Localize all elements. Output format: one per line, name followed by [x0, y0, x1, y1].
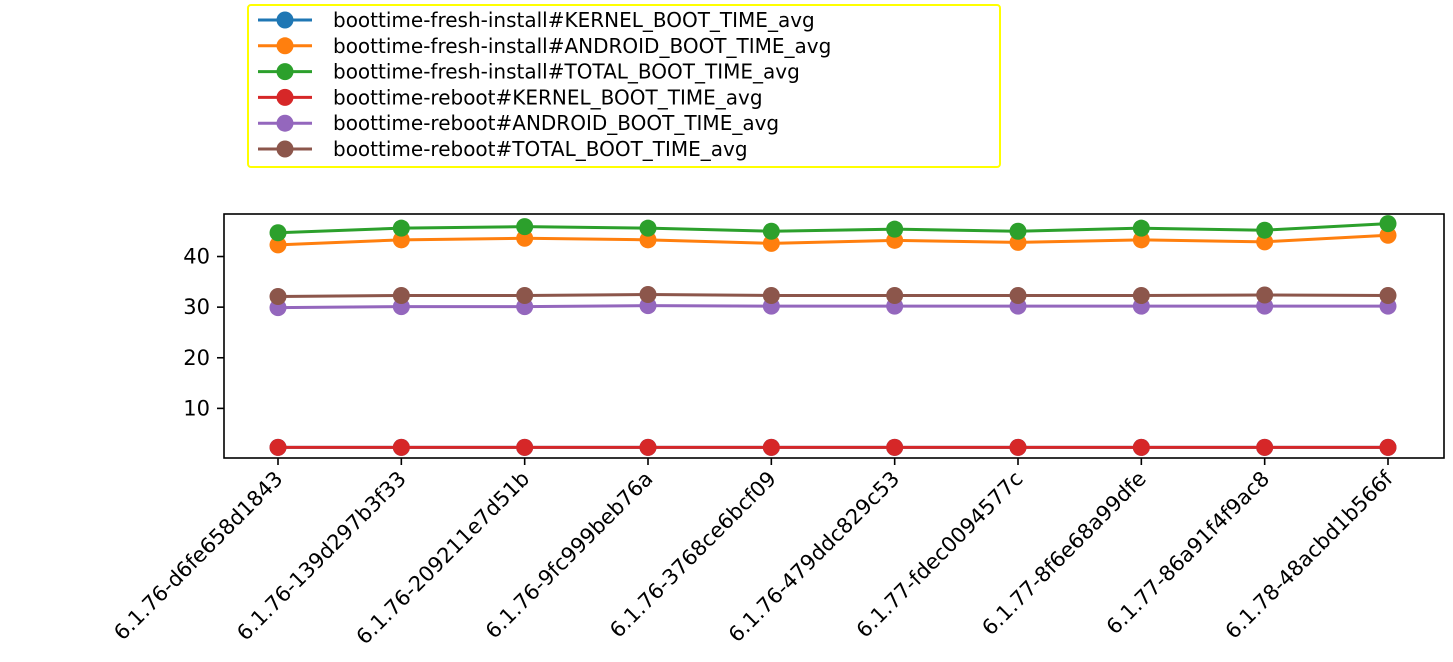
data-point [1379, 287, 1397, 305]
legend-entry: boottime-fresh-install#ANDROID_BOOT_TIME… [258, 34, 831, 58]
series-2 [269, 215, 1397, 242]
data-point [392, 438, 410, 456]
legend-label: boottime-fresh-install#KERNEL_BOOT_TIME_… [333, 8, 815, 32]
data-point [269, 224, 287, 242]
data-point [1009, 287, 1027, 305]
series-line [277, 222, 1389, 235]
data-point [1379, 226, 1397, 244]
data-point [1256, 233, 1274, 251]
legend-entry: boottime-fresh-install#TOTAL_BOOT_TIME_a… [258, 60, 800, 84]
data-point [639, 285, 657, 303]
axes-frame [223, 213, 1445, 459]
data-point [1132, 231, 1150, 249]
series-line [277, 304, 1388, 310]
data-point [516, 287, 534, 305]
data-point [886, 220, 904, 238]
data-point [886, 438, 904, 456]
data-point [516, 229, 534, 247]
data-point [392, 231, 410, 249]
legend-box [247, 4, 1001, 168]
legend-marker [276, 140, 294, 158]
data-point [269, 236, 287, 254]
series-4 [269, 297, 1397, 317]
data-point [392, 287, 410, 305]
data-point [1379, 215, 1397, 233]
plot-area [223, 213, 1445, 459]
data-point [392, 219, 410, 237]
data-point [1132, 219, 1150, 237]
data-point [1132, 438, 1150, 456]
data-point [762, 234, 780, 252]
data-point [1009, 438, 1027, 456]
data-point [1256, 286, 1274, 304]
data-point [762, 438, 780, 456]
data-point [516, 438, 534, 456]
data-point [269, 438, 287, 456]
y-tick-label: 20 [183, 346, 210, 370]
data-point [639, 438, 657, 456]
legend-label: boottime-reboot#ANDROID_BOOT_TIME_avg [333, 111, 779, 135]
data-point [762, 287, 780, 305]
legend-marker [276, 114, 294, 132]
data-point [1132, 287, 1150, 305]
legend-marker [276, 63, 294, 81]
legend-marker [276, 88, 294, 106]
legend-entry: boottime-reboot#KERNEL_BOOT_TIME_avg [258, 85, 763, 109]
legend-entry: boottime-fresh-install#KERNEL_BOOT_TIME_… [258, 8, 815, 32]
data-point [639, 219, 657, 237]
data-point [1256, 438, 1274, 456]
data-point [762, 222, 780, 240]
legend-entry: boottime-reboot#TOTAL_BOOT_TIME_avg [258, 137, 748, 161]
y-tick-label: 30 [183, 295, 210, 319]
series-5 [269, 285, 1397, 306]
series-line [277, 292, 1389, 299]
legend-label: boottime-fresh-install#TOTAL_BOOT_TIME_a… [333, 60, 800, 84]
legend-label: boottime-reboot#KERNEL_BOOT_TIME_avg [333, 85, 763, 109]
y-tick-label: 40 [183, 245, 210, 269]
data-point [1256, 221, 1274, 239]
data-point [516, 218, 534, 236]
legend-marker [276, 11, 294, 29]
legend-label: boottime-reboot#TOTAL_BOOT_TIME_avg [333, 137, 748, 161]
series-line [277, 233, 1389, 247]
y-axis: 10 20 30 40 [183, 245, 224, 420]
data-point [1379, 438, 1397, 456]
legend-label: boottime-fresh-install#ANDROID_BOOT_TIME… [333, 34, 831, 58]
legend-marker [276, 37, 294, 55]
x-axis: 6.1.76-d6fe658d18436.1.76-139d297b3f336.… [109, 458, 1398, 649]
data-point [886, 287, 904, 305]
legend: boottime-fresh-install#KERNEL_BOOT_TIME_… [247, 4, 1001, 168]
data-point [1009, 222, 1027, 240]
data-point [639, 231, 657, 249]
legend-entry: boottime-reboot#ANDROID_BOOT_TIME_avg [258, 111, 779, 135]
data-point [269, 288, 287, 306]
y-tick-label: 10 [183, 396, 210, 420]
series-3 [269, 438, 1397, 456]
